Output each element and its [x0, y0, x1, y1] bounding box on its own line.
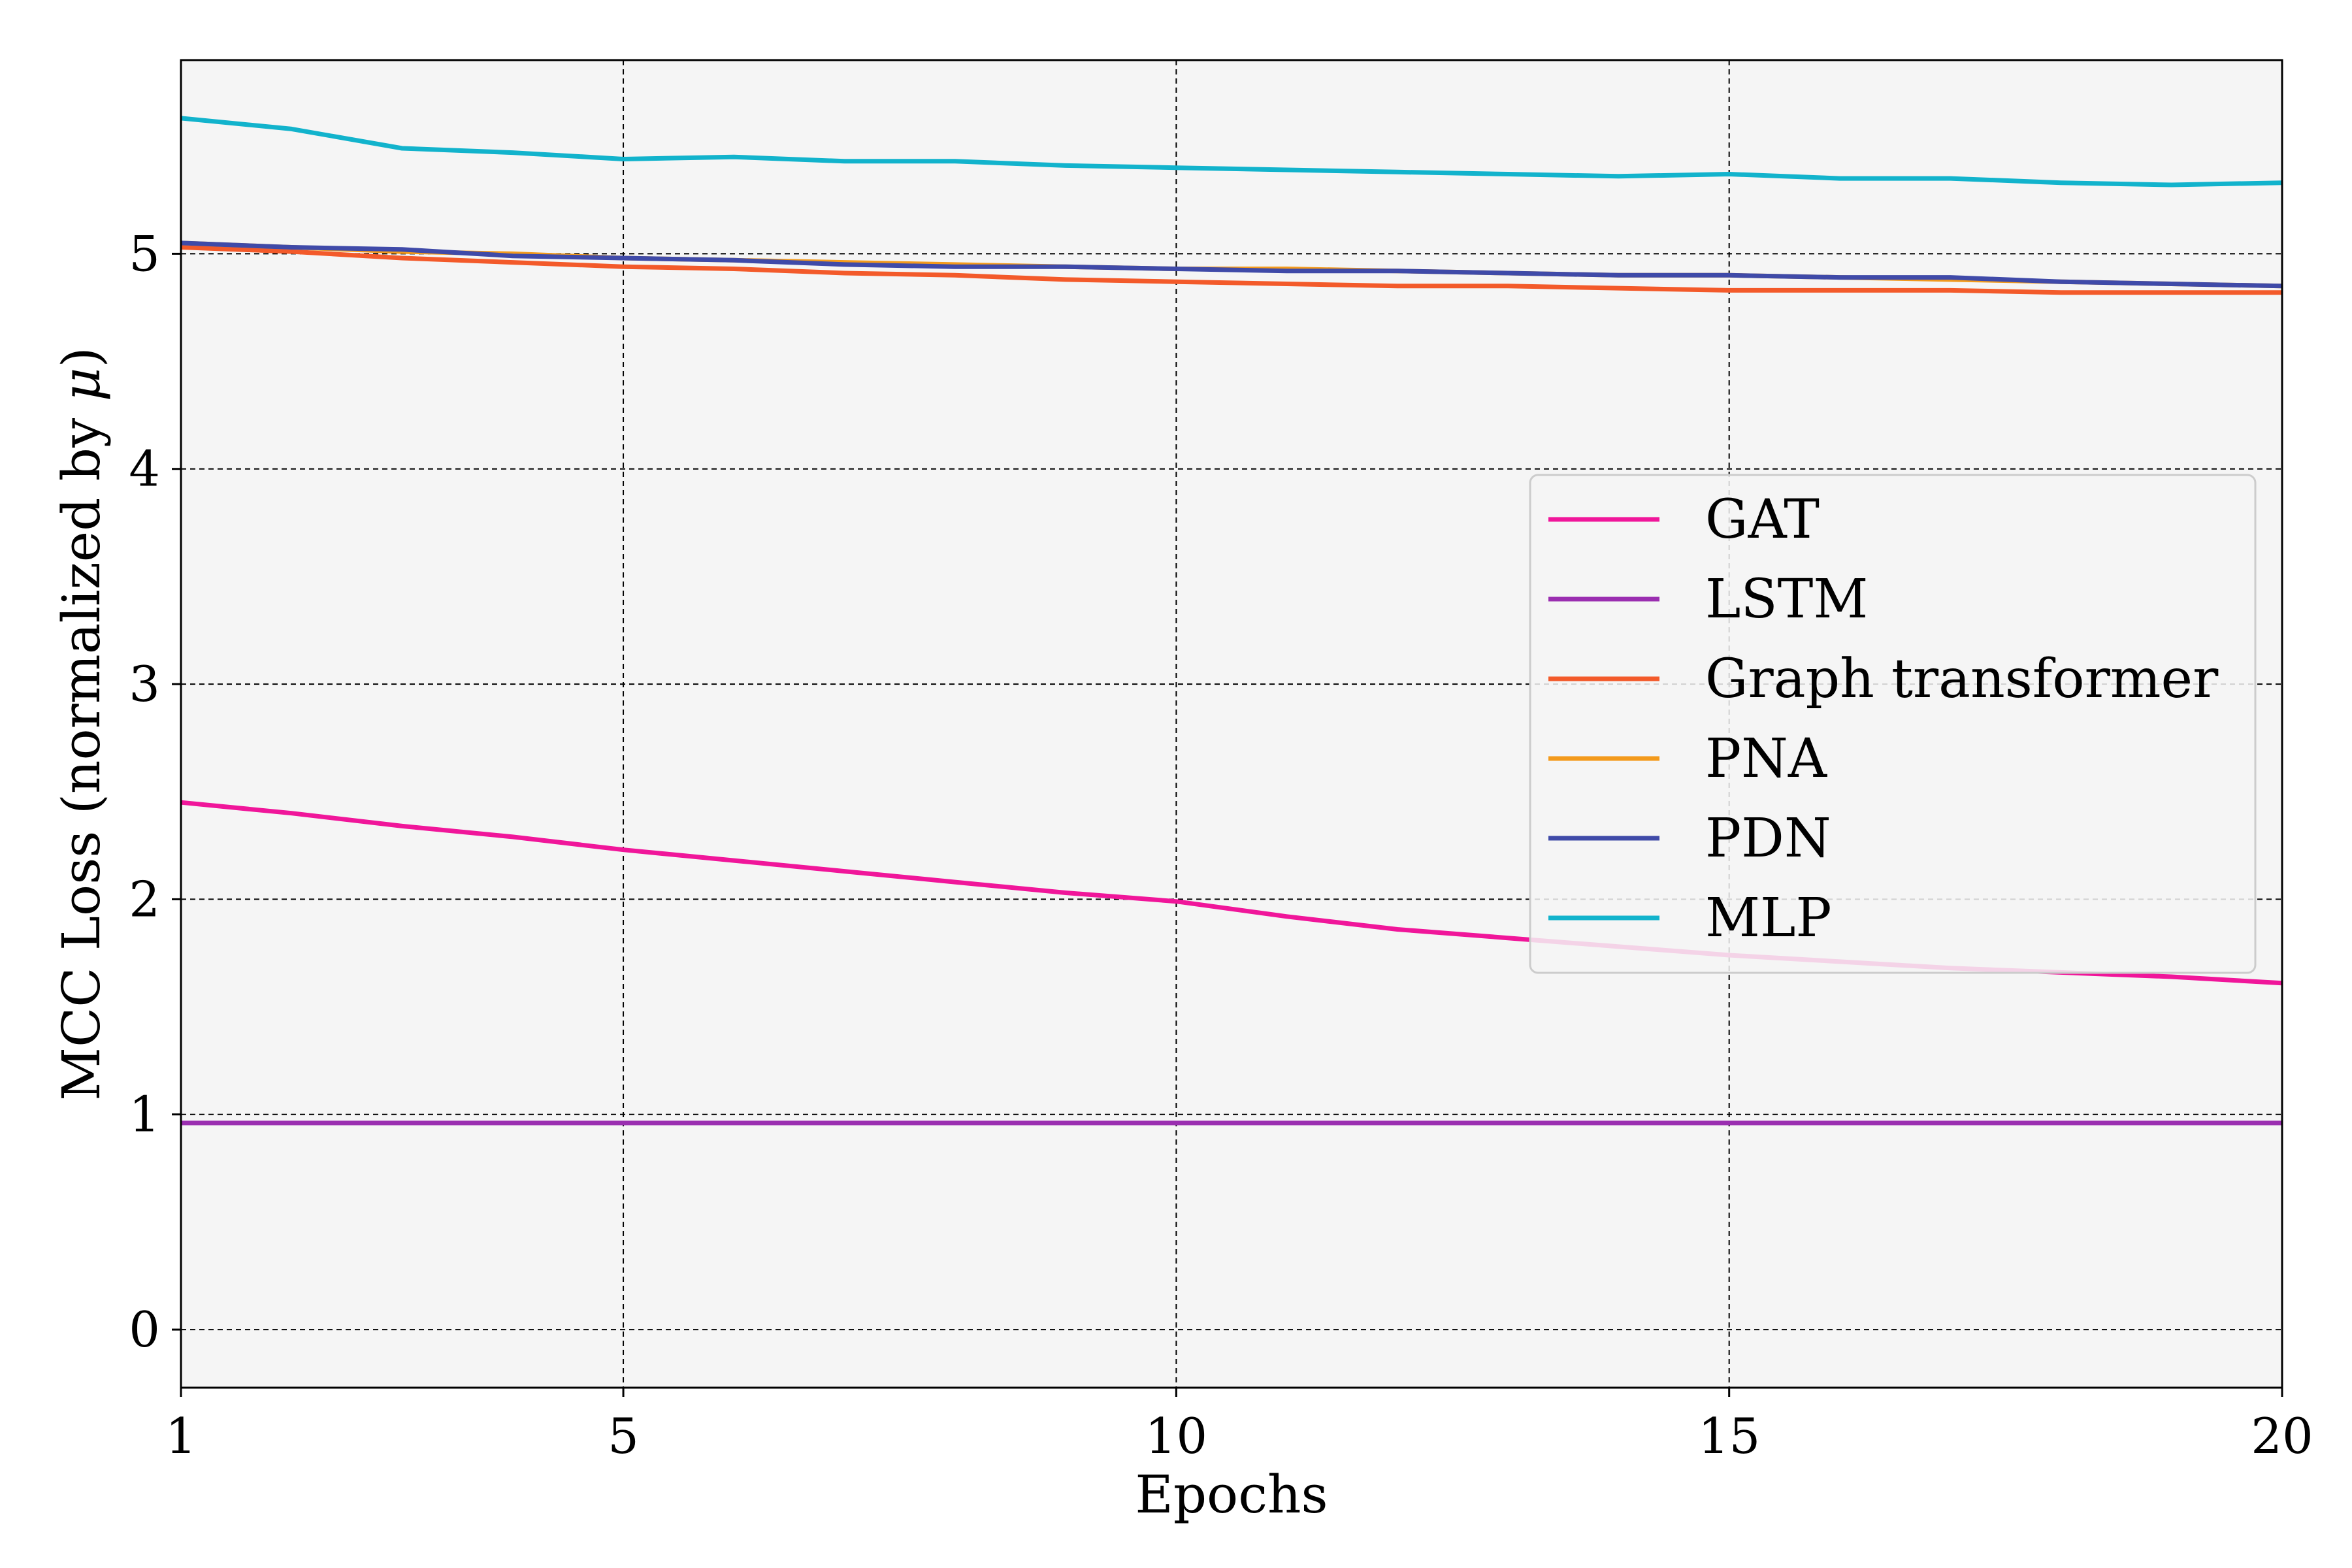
- x-axis: 1 5 10 15 20: [165, 1388, 2313, 1465]
- x-tick-label: 10: [1145, 1407, 1207, 1465]
- y-tick-label: 4: [129, 440, 160, 498]
- legend-label: MLP: [1705, 887, 1832, 949]
- legend-label: Graph transformer: [1705, 648, 2219, 710]
- legend-label: LSTM: [1705, 568, 1868, 630]
- y-axis-title-main: MCC Loss (normalized by: [51, 401, 112, 1100]
- legend-label: GAT: [1705, 489, 1820, 551]
- legend-label: PDN: [1705, 808, 1831, 870]
- series-line-graph-transformer: [180, 245, 2282, 295]
- x-tick-label: 5: [608, 1407, 639, 1465]
- x-tick-label: 15: [1698, 1407, 1760, 1465]
- y-axis-title: MCC Loss (normalized by μ): [51, 347, 112, 1101]
- x-tick-label: 20: [2251, 1407, 2313, 1465]
- y-tick-label: 1: [129, 1086, 160, 1143]
- y-axis-title-symbol: μ: [51, 367, 112, 401]
- legend-box: [1529, 474, 2257, 974]
- y-tick-label: 3: [129, 655, 160, 713]
- plot-frame: [180, 59, 2283, 1389]
- series-line-mlp: [180, 116, 2283, 188]
- y-tick-label: 0: [129, 1301, 160, 1358]
- x-axis-title: Epochs: [1135, 1464, 1328, 1525]
- series-line-pdn: [180, 240, 2283, 289]
- y-axis-title-tail: ): [51, 347, 112, 367]
- x-tick-label: 1: [165, 1407, 197, 1465]
- y-tick-label: 5: [129, 225, 160, 282]
- y-tick-label: 2: [129, 870, 160, 928]
- legend: GAT LSTM Graph transformer PNA PDN MLP: [1529, 474, 2257, 974]
- y-axis: 0 1 2 3 4 5: [129, 225, 181, 1358]
- legend-label: PNA: [1705, 728, 1828, 790]
